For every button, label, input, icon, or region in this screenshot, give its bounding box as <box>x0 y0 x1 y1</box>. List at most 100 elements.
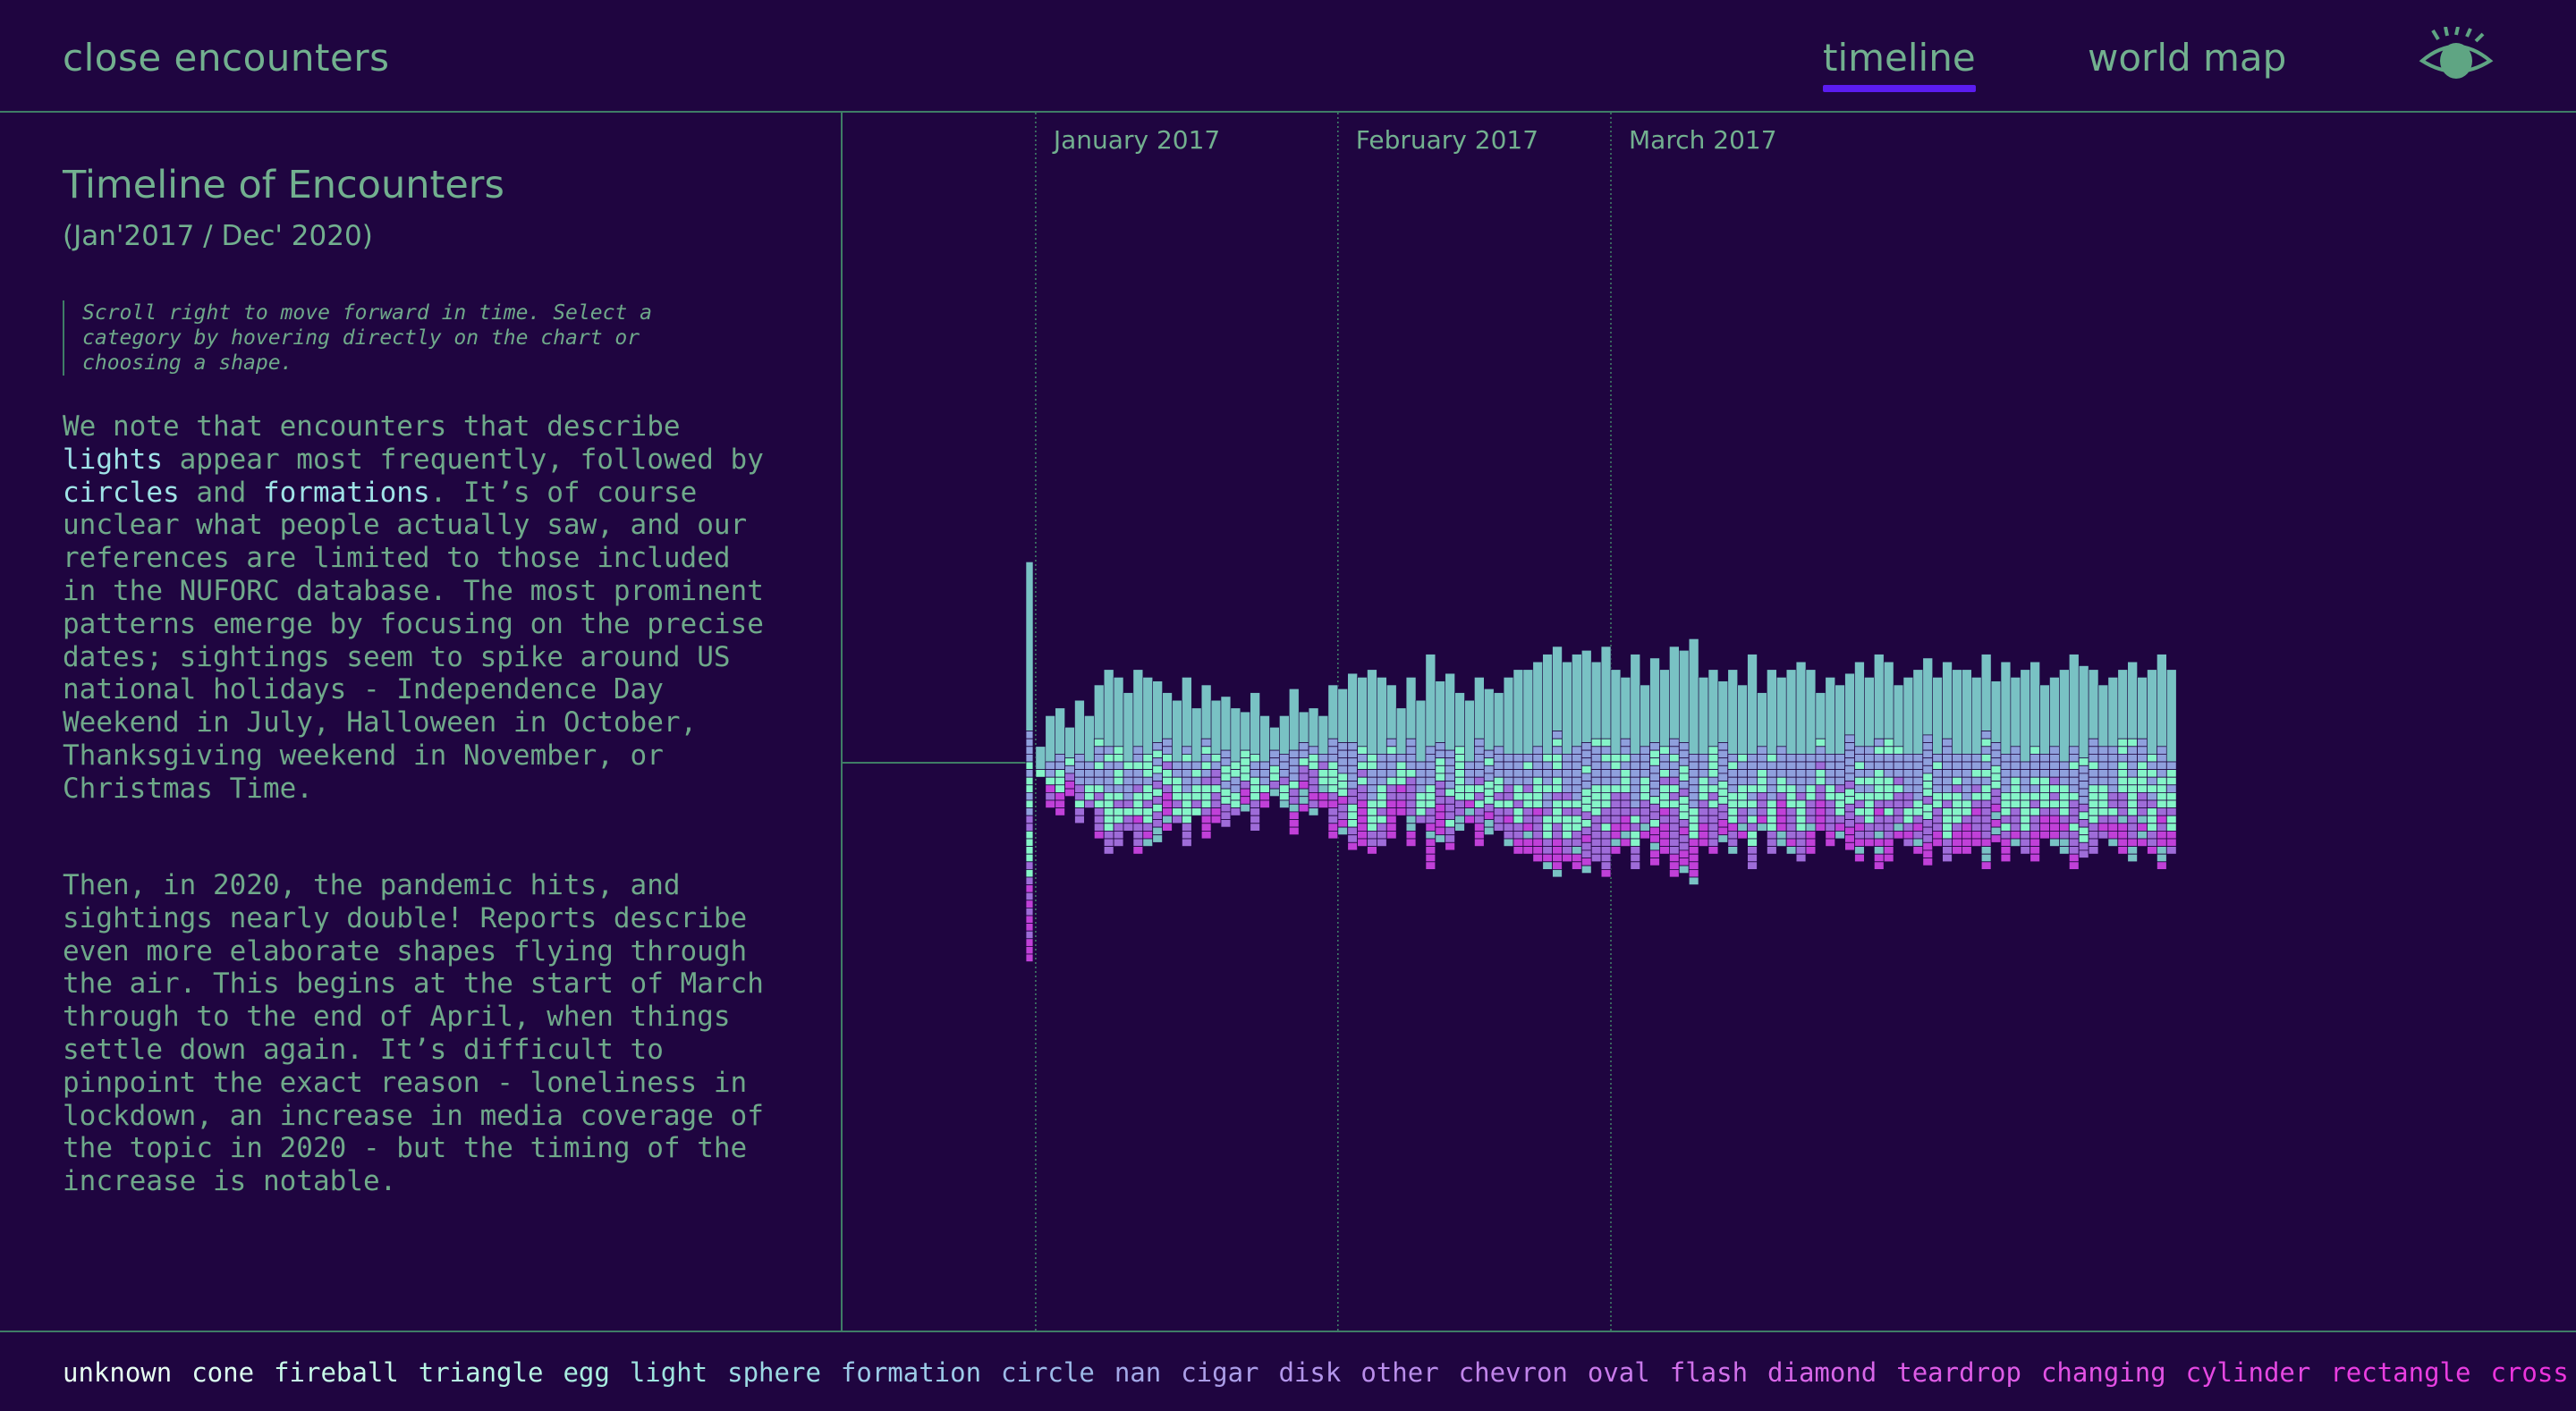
stream-cell[interactable] <box>1435 788 1446 798</box>
stream-cell[interactable] <box>1678 826 1690 836</box>
stream-cell[interactable] <box>1727 754 1739 763</box>
day-column[interactable] <box>1562 661 1572 863</box>
stream-cell[interactable] <box>1220 811 1232 820</box>
stream-cell[interactable] <box>2068 807 2080 816</box>
stream-cell[interactable] <box>1767 807 1777 816</box>
stream-cell[interactable] <box>1025 938 1034 947</box>
stream-cell[interactable] <box>1483 773 1495 782</box>
stream-cell[interactable] <box>1220 796 1232 805</box>
stream-cell[interactable] <box>1405 807 1417 816</box>
stream-cell[interactable] <box>1083 799 1095 809</box>
stream-segment[interactable] <box>1298 711 1309 743</box>
stream-cell[interactable] <box>1942 754 1953 763</box>
stream-cell[interactable] <box>2147 846 2157 855</box>
stream-cell[interactable] <box>1767 792 1777 801</box>
stream-cell[interactable] <box>1854 792 1865 801</box>
stream-cell[interactable] <box>2049 784 2060 793</box>
stream-cell[interactable] <box>2088 807 2099 816</box>
stream-cell[interactable] <box>1795 792 1807 801</box>
day-column[interactable] <box>2059 669 2070 855</box>
stream-cell[interactable] <box>1123 823 1134 832</box>
stream-cell[interactable] <box>2000 784 2012 793</box>
stream-cell[interactable] <box>1562 815 1572 824</box>
stream-cell[interactable] <box>1980 754 1992 763</box>
stream-cell[interactable] <box>1649 841 1660 851</box>
stream-cell[interactable] <box>2049 815 2060 824</box>
stream-cell[interactable] <box>1688 769 1699 778</box>
stream-cell[interactable] <box>1474 769 1485 778</box>
stream-cell[interactable] <box>1990 773 2002 782</box>
stream-cell[interactable] <box>1747 769 1758 778</box>
stream-cell[interactable] <box>1113 831 1124 840</box>
stream-cell[interactable] <box>1191 799 1202 809</box>
stream-cell[interactable] <box>1425 831 1436 840</box>
stream-cell[interactable] <box>1045 776 1056 786</box>
stream-cell[interactable] <box>2147 792 2157 801</box>
stream-cell[interactable] <box>1308 769 1319 778</box>
stream-cell[interactable] <box>1357 823 1368 832</box>
stream-cell[interactable] <box>1152 811 1164 820</box>
stream-cell[interactable] <box>1552 784 1563 793</box>
stream-cell[interactable] <box>1902 807 1914 816</box>
stream-segment[interactable] <box>1522 669 1534 755</box>
stream-cell[interactable] <box>1883 746 1894 755</box>
stream-segment[interactable] <box>1425 654 1436 748</box>
stream-cell[interactable] <box>1103 792 1114 801</box>
stream-cell[interactable] <box>1532 846 1544 855</box>
stream-cell[interactable] <box>1747 861 1758 870</box>
stream-cell[interactable] <box>2165 807 2177 816</box>
stream-cell[interactable] <box>2029 853 2040 863</box>
stream-cell[interactable] <box>1464 799 1475 809</box>
day-column[interactable] <box>1620 677 1631 848</box>
stream-cell[interactable] <box>1922 849 1934 858</box>
day-column[interactable] <box>1522 669 1534 855</box>
stream-cell[interactable] <box>1347 742 1359 751</box>
stream-cell[interactable] <box>1513 776 1524 786</box>
stream-cell[interactable] <box>1113 754 1124 763</box>
stream-cell[interactable] <box>2127 831 2138 840</box>
stream-cell[interactable] <box>1640 831 1651 840</box>
stream-cell[interactable] <box>1912 776 1924 786</box>
stream-cell[interactable] <box>1405 792 1417 801</box>
stream-cell[interactable] <box>2117 815 2129 824</box>
stream-cell[interactable] <box>1825 776 1836 786</box>
stream-cell[interactable] <box>1912 769 1924 778</box>
stream-cell[interactable] <box>1572 799 1582 809</box>
stream-segment[interactable] <box>1288 688 1300 751</box>
day-column[interactable] <box>1172 699 1182 824</box>
stream-cell[interactable] <box>1152 788 1164 798</box>
stream-cell[interactable] <box>1970 776 1982 786</box>
stream-cell[interactable] <box>1600 776 1612 786</box>
stream-cell[interactable] <box>1562 769 1572 778</box>
day-column[interactable] <box>1649 657 1660 866</box>
stream-cell[interactable] <box>1357 746 1368 755</box>
stream-cell[interactable] <box>1775 754 1787 763</box>
stream-cell[interactable] <box>1513 838 1524 848</box>
stream-segment[interactable] <box>2166 669 2177 763</box>
stream-cell[interactable] <box>1308 754 1319 763</box>
stream-cell[interactable] <box>1649 796 1660 805</box>
stream-cell[interactable] <box>1864 831 1875 840</box>
stream-cell[interactable] <box>1074 807 1085 816</box>
stream-cell[interactable] <box>1377 769 1387 778</box>
stream-cell[interactable] <box>1493 754 1504 763</box>
stream-cell[interactable] <box>1678 765 1690 774</box>
stream-cell[interactable] <box>1688 831 1699 840</box>
stream-cell[interactable] <box>1717 742 1729 751</box>
stream-cell[interactable] <box>1757 754 1767 763</box>
legend-item-cross[interactable]: cross <box>2490 1357 2569 1388</box>
stream-cell[interactable] <box>1649 819 1660 828</box>
stream-cell[interactable] <box>1893 769 1904 778</box>
stream-cell[interactable] <box>1493 815 1504 824</box>
stream-cell[interactable] <box>1562 761 1572 771</box>
stream-cell[interactable] <box>1659 792 1670 801</box>
stream-cell[interactable] <box>1767 754 1777 763</box>
stream-cell[interactable] <box>2068 792 2080 801</box>
stream-cell[interactable] <box>2117 799 2129 809</box>
stream-cell[interactable] <box>1454 815 1465 824</box>
day-column[interactable] <box>1727 669 1739 855</box>
stream-cell[interactable] <box>1795 754 1807 763</box>
stream-cell[interactable] <box>1932 823 1943 832</box>
stream-cell[interactable] <box>1210 815 1222 824</box>
stream-cell[interactable] <box>1347 841 1359 851</box>
